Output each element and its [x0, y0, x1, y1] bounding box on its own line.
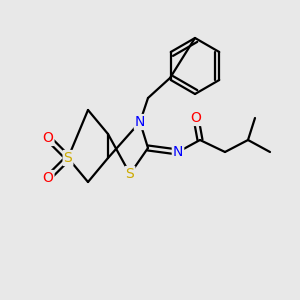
Text: N: N [135, 115, 145, 129]
Text: S: S [64, 151, 72, 165]
Text: O: O [43, 171, 53, 185]
Text: N: N [173, 145, 183, 159]
Text: O: O [43, 131, 53, 145]
Text: S: S [126, 167, 134, 181]
Text: O: O [190, 111, 201, 125]
